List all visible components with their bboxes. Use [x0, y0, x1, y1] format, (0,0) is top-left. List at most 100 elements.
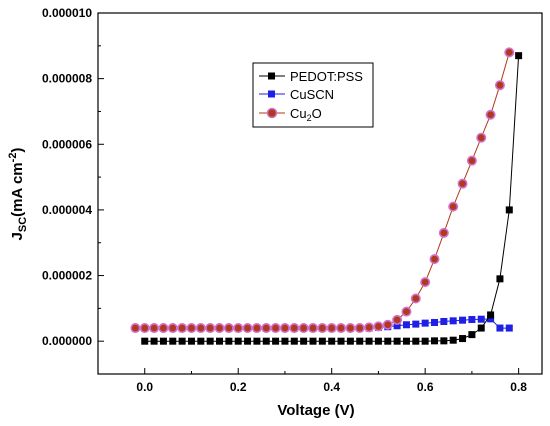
- data-point: [505, 206, 513, 214]
- y-tick-label: 0.000008: [42, 72, 92, 86]
- data-point: [158, 323, 169, 334]
- data-point: [412, 320, 420, 328]
- data-point: [289, 323, 300, 334]
- data-point: [214, 323, 225, 334]
- data-point: [253, 337, 261, 345]
- data-point: [496, 324, 504, 332]
- data-point: [216, 337, 224, 345]
- data-point: [431, 318, 439, 326]
- y-tick-label: 0.000000: [42, 334, 92, 348]
- data-point: [242, 323, 253, 334]
- data-point: [326, 323, 337, 334]
- data-point: [401, 306, 412, 317]
- data-point: [281, 337, 289, 345]
- data-point: [496, 275, 504, 283]
- data-point: [233, 323, 244, 334]
- x-tick-label: 0.6: [417, 380, 434, 394]
- data-point: [356, 337, 364, 345]
- y-axis-title-main: J: [9, 232, 26, 240]
- data-point: [494, 80, 505, 91]
- data-point: [505, 324, 513, 332]
- y-axis: 0.000000 0.000002 0.000004 0.000006 0.000008…: [42, 6, 104, 348]
- data-point: [307, 323, 318, 334]
- data-point: [420, 277, 431, 288]
- data-point: [300, 337, 308, 345]
- data-point: [466, 155, 477, 166]
- data-point: [440, 317, 448, 325]
- data-point: [328, 337, 336, 345]
- x-tick-label: 0.0: [136, 380, 153, 394]
- data-point: [234, 337, 242, 345]
- legend-cu2o-tail: O: [312, 106, 322, 121]
- data-point: [429, 254, 440, 265]
- data-point: [205, 323, 216, 334]
- data-point: [309, 337, 317, 345]
- data-point: [392, 314, 403, 325]
- x-axis-title: Voltage (V): [277, 402, 354, 419]
- data-point: [382, 319, 393, 330]
- data-point: [336, 323, 347, 334]
- x-tick-label: 0.4: [323, 380, 340, 394]
- data-point: [402, 321, 410, 329]
- data-point: [448, 201, 459, 212]
- y-axis-title-sup: -2: [7, 153, 19, 163]
- data-point: [337, 337, 345, 345]
- data-point: [244, 337, 252, 345]
- data-point: [421, 337, 429, 345]
- data-point: [393, 337, 401, 345]
- data-point: [487, 311, 495, 319]
- series-cu2o: [130, 47, 515, 334]
- y-axis-title-close: ): [9, 148, 26, 153]
- data-point: [141, 337, 149, 345]
- legend: PEDOT:PSS CuSCN Cu2O: [252, 62, 374, 128]
- data-point: [449, 336, 457, 344]
- data-point: [251, 323, 262, 334]
- legend-cuscn-marker: [268, 90, 275, 98]
- data-point: [272, 337, 280, 345]
- data-point: [402, 337, 410, 345]
- data-point: [317, 323, 328, 334]
- data-point: [186, 323, 197, 334]
- data-point: [346, 337, 354, 345]
- legend-cu2o-main: Cu: [290, 106, 307, 121]
- data-point: [476, 132, 487, 143]
- data-point: [459, 335, 467, 343]
- x-tick-label: 0.8: [510, 380, 527, 394]
- y-tick-label: 0.000002: [42, 269, 92, 283]
- data-point: [139, 323, 150, 334]
- data-point: [150, 337, 158, 345]
- data-point: [364, 322, 375, 333]
- data-point: [374, 337, 382, 345]
- data-point: [270, 323, 281, 334]
- y-tick-label: 0.000004: [42, 203, 92, 217]
- data-point: [290, 337, 298, 345]
- data-point: [197, 337, 205, 345]
- data-point: [438, 227, 449, 238]
- legend-cuscn-label: CuSCN: [290, 87, 334, 102]
- data-point: [159, 337, 167, 345]
- y-axis-title-unit: (mA cm: [9, 162, 26, 216]
- data-point: [410, 293, 421, 304]
- data-point: [279, 323, 290, 334]
- x-axis: 0.0 0.2 0.4 0.6 0.8: [97, 368, 527, 394]
- y-axis-title: JSC(mA cm-2): [7, 148, 29, 241]
- data-point: [195, 323, 206, 334]
- legend-cu2o-sub: 2: [307, 113, 312, 123]
- data-point: [178, 337, 186, 345]
- legend-cu2o-marker: [266, 107, 278, 119]
- x-tick-label: 0.2: [230, 380, 247, 394]
- data-point: [261, 323, 272, 334]
- data-point: [477, 315, 485, 323]
- legend-pedot-marker: [268, 72, 275, 80]
- data-point: [485, 109, 496, 120]
- data-point: [515, 52, 523, 60]
- data-point: [149, 323, 160, 334]
- series-layer: [130, 47, 523, 345]
- data-point: [468, 316, 476, 324]
- data-point: [365, 337, 373, 345]
- data-point: [354, 323, 365, 334]
- data-point: [412, 337, 420, 345]
- data-point: [225, 337, 233, 345]
- data-point: [468, 331, 476, 339]
